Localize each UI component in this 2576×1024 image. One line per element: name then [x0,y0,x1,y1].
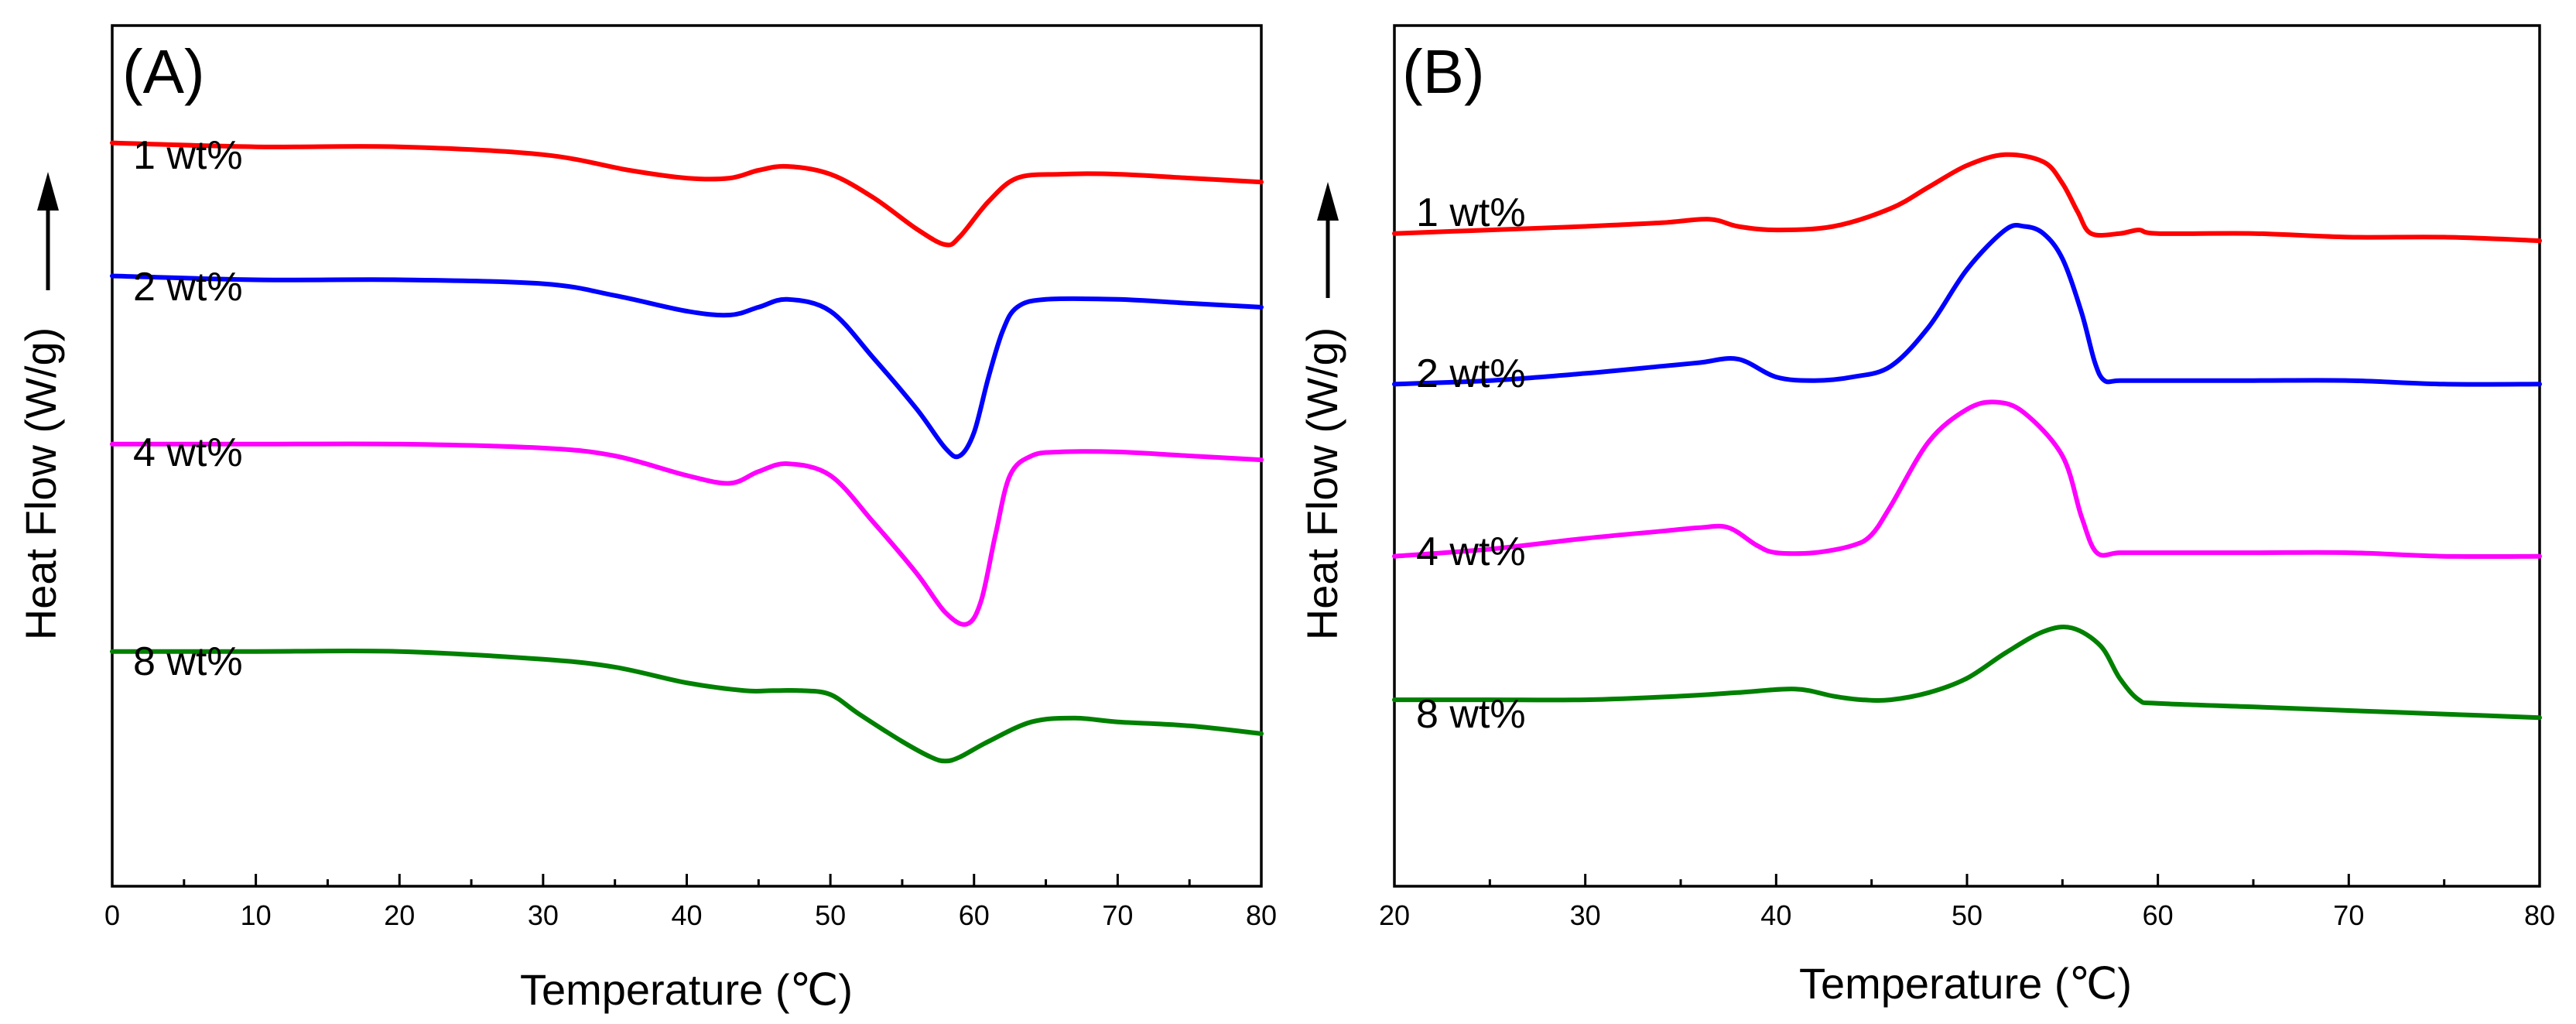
series-label: 2 wt% [133,265,243,310]
x-tick-label: 20 [1379,899,1410,931]
x-tick-label: 30 [1570,899,1601,931]
x-tick-label: 50 [815,899,846,931]
x-tick-label: 0 [104,899,120,931]
series-label: 8 wt% [133,639,243,684]
x-tick-label: 60 [959,899,990,931]
series-line-2-wt- [1392,223,2542,387]
series-label: 8 wt% [1416,692,1526,737]
series-label: 2 wt% [1416,351,1526,396]
panel-a-arrow-head [37,172,59,211]
panel-a-frame [111,24,1263,888]
panel-b-arrow-head [1317,182,1339,221]
series-line-2-wt- [110,273,1264,460]
x-tick-label: 30 [528,899,559,931]
panel-a-x-ticks: 0 10 20 30 40 50 60 70 80 [104,874,1277,931]
panel-a-ylabel: Heat Flow (W/g) [16,327,65,641]
x-tick-label: 80 [2524,899,2555,931]
series-line-1-wt- [1392,152,2542,243]
panel-b-label: (B) [1402,37,1485,106]
panel-b-xlabel: Temperature (℃) [1799,959,2132,1008]
series-label: 1 wt% [1416,190,1526,235]
series-label: 4 wt% [133,430,243,475]
panel-a-curves [110,140,1264,764]
x-tick-label: 50 [1952,899,1982,931]
panel-b-x-ticks: 20 30 40 50 60 70 80 [1379,874,2555,931]
panel-b-arrow [1317,182,1339,298]
x-tick-label: 20 [384,899,415,931]
series-line-4-wt- [1392,399,2542,560]
x-tick-label: 40 [1760,899,1791,931]
x-tick-label: 40 [671,899,702,931]
series-line-4-wt- [110,441,1264,627]
x-tick-label: 70 [2333,899,2364,931]
panel-a-arrow [37,172,59,290]
panel-b-curves [1392,152,2542,721]
series-label: 1 wt% [133,133,243,178]
panel-a: (A) Temperature (℃) Heat Flow (W/g) 0 10 2… [16,24,1277,1014]
x-tick-label: 80 [1246,899,1277,931]
panel-a-xlabel: Temperature (℃) [520,965,853,1014]
panel-a-label: (A) [122,37,205,106]
panel-b-ylabel: Heat Flow (W/g) [1298,327,1346,641]
x-tick-label: 60 [2143,899,2174,931]
series-label: 4 wt% [1416,529,1526,574]
panel-a-series-labels: 1 wt% 2 wt% 4 wt% 8 wt% [133,133,243,684]
series-line-8-wt- [110,648,1264,764]
panel-b-frame [1393,24,2541,888]
series-line-8-wt- [1392,625,2542,721]
panel-b-series-labels: 1 wt% 2 wt% 4 wt% 8 wt% [1416,190,1526,737]
x-tick-label: 70 [1102,899,1133,931]
series-line-1-wt- [110,140,1264,248]
panel-b: (B) Temperature (℃) Heat Flow (W/g) 20 30… [1298,24,2555,1008]
x-tick-label: 10 [241,899,272,931]
